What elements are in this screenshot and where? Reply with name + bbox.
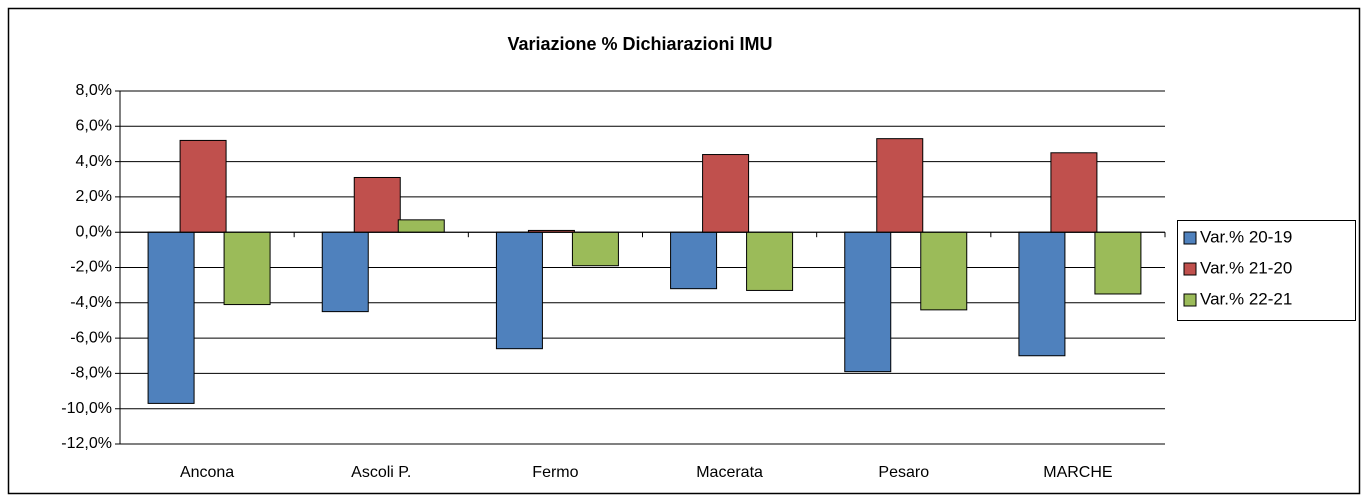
bar [1050, 152, 1098, 233]
x-tick-label: Pesaro [878, 464, 929, 481]
legend-label: Var.% 20-19 [1200, 227, 1292, 246]
bar [353, 176, 401, 233]
legend-swatch [1183, 293, 1197, 307]
y-tick-label: -8,0% [70, 365, 112, 382]
legend-label: Var.% 21-20 [1200, 258, 1292, 277]
y-tick-label: -10,0% [61, 400, 112, 417]
bar [495, 231, 543, 350]
y-tick-label: 6,0% [76, 118, 112, 135]
bar [179, 139, 227, 233]
legend-swatch [1183, 262, 1197, 276]
x-tick-label: Ascoli P. [351, 464, 411, 481]
y-tick-label: 2,0% [76, 188, 112, 205]
y-tick-label: 0,0% [76, 223, 112, 240]
legend-swatch [1183, 231, 1197, 245]
bar [702, 154, 750, 233]
bar [397, 219, 445, 233]
bar [746, 231, 794, 291]
y-tick-label: -6,0% [70, 329, 112, 346]
bar [920, 231, 968, 311]
bar [1094, 231, 1142, 295]
y-tick-label: 8,0% [76, 82, 112, 99]
y-tick-label: -12,0% [61, 435, 112, 452]
legend-box [1177, 220, 1356, 321]
y-tick-label: 4,0% [76, 153, 112, 170]
chart-title: Variazione % Dichiarazioni IMU [507, 34, 772, 54]
bar [876, 138, 924, 233]
bar [1018, 231, 1066, 357]
x-tick-label: Ancona [180, 464, 234, 481]
bar [321, 231, 369, 313]
bar [147, 231, 195, 404]
bar [670, 231, 718, 290]
y-tick-label: -4,0% [70, 294, 112, 311]
bar [571, 231, 619, 267]
bar [223, 231, 271, 306]
y-tick-label: -2,0% [70, 259, 112, 276]
x-tick-label: Fermo [532, 464, 578, 481]
x-tick-label: Macerata [696, 464, 763, 481]
x-tick-label: MARCHE [1043, 464, 1112, 481]
bar [844, 231, 892, 373]
legend-label: Var.% 22-21 [1200, 289, 1292, 308]
